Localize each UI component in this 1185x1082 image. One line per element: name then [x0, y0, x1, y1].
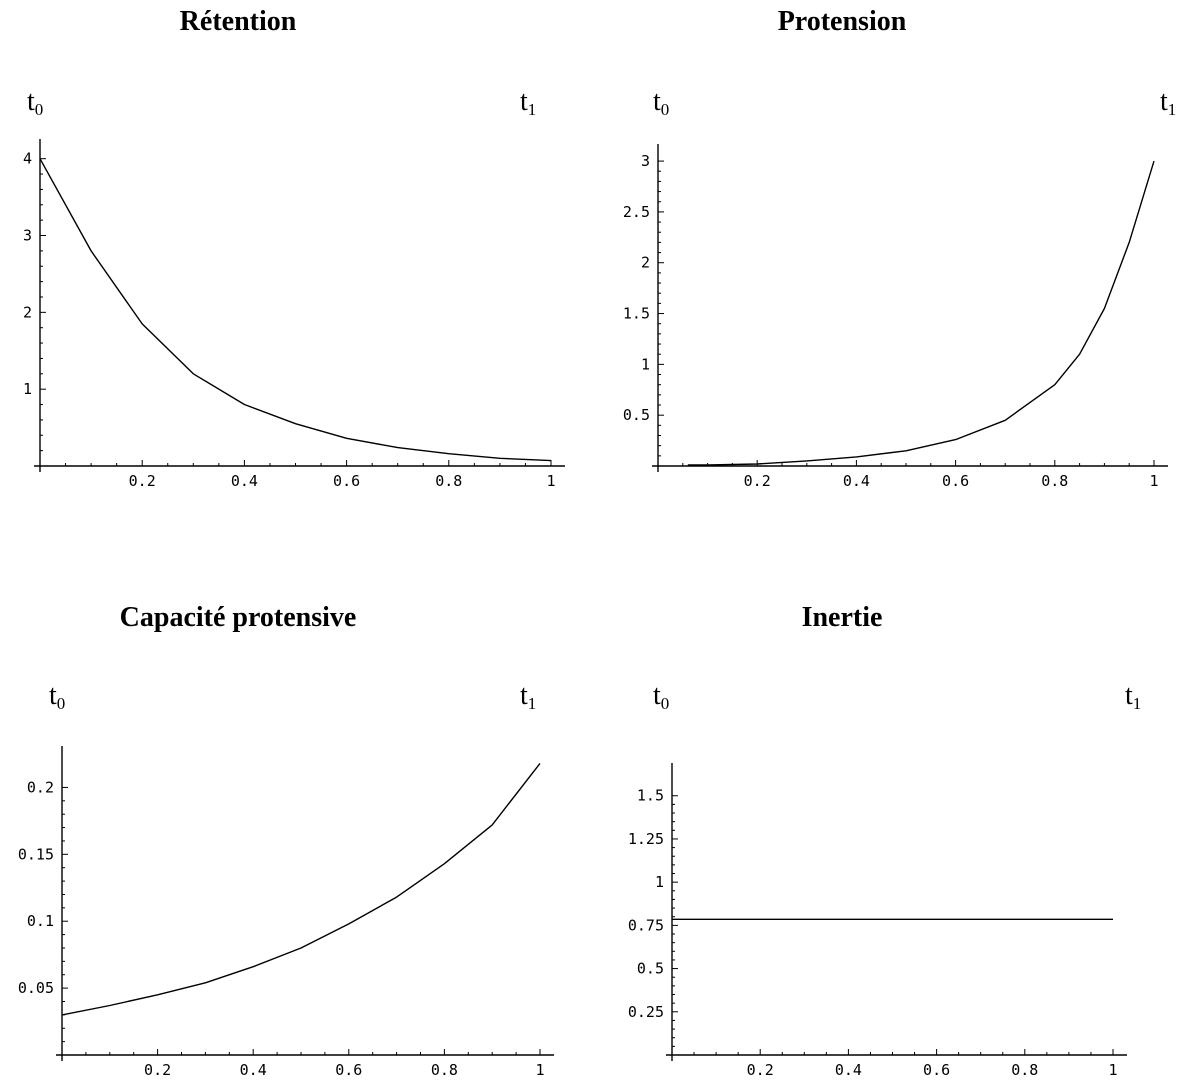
x-tick-label: 0.2 — [747, 1061, 774, 1079]
t0-label: t0 — [653, 86, 670, 119]
y-tick-label: 2.5 — [623, 203, 650, 221]
x-tick-label: 0.8 — [1041, 472, 1068, 490]
y-tick-label: 1.25 — [628, 830, 664, 848]
t1-label: t1 — [520, 680, 537, 713]
series-line — [687, 160, 1155, 466]
x-tick-label: 0.4 — [835, 1061, 862, 1079]
y-tick-label: 0.75 — [628, 916, 664, 934]
y-tick-label: 0.2 — [27, 778, 54, 796]
y-tick-label: 2 — [641, 254, 650, 272]
x-tick-label: 0.6 — [333, 472, 360, 490]
x-tick-label: 0.2 — [144, 1061, 171, 1079]
series-line — [61, 762, 541, 1016]
t1-label: t1 — [1125, 680, 1142, 713]
chart-title: Capacité protensive — [119, 602, 357, 633]
y-tick-label: 3 — [641, 152, 650, 170]
series-line — [39, 158, 552, 462]
y-tick-label: 1.5 — [623, 305, 650, 323]
x-tick-label: 0.8 — [431, 1061, 458, 1079]
y-tick-label: 0.5 — [623, 406, 650, 424]
y-tick-label: 3 — [23, 227, 32, 245]
y-tick-label: 1 — [655, 873, 664, 891]
x-tick-label: 0.4 — [843, 472, 870, 490]
y-tick-label: 1 — [641, 355, 650, 373]
x-tick-label: 0.6 — [335, 1061, 362, 1079]
t0-label: t0 — [653, 680, 670, 713]
x-tick-label: 1 — [535, 1061, 544, 1079]
chart-title: Inertie — [801, 602, 883, 633]
y-tick-label: 4 — [23, 150, 32, 168]
x-tick-label: 0.2 — [129, 472, 156, 490]
chart-title: Protension — [777, 6, 907, 37]
t0-label: t0 — [27, 86, 44, 119]
plot-capacite-protensive: 0.2 0.4 0.6 0.8 1 0.05 0.1 0.15 0.2 — [18, 746, 554, 1079]
x-tick-label: 0.2 — [744, 472, 771, 490]
plot-inertie: 0.2 0.4 0.6 0.8 1 0.25 0.5 0.75 1 1.25 1.5 — [628, 763, 1127, 1079]
x-tick-label: 1 — [546, 472, 555, 490]
x-tick-label: 0.4 — [231, 472, 258, 490]
y-tick-label: 2 — [23, 303, 32, 321]
chart-title: Rétention — [179, 6, 297, 37]
x-tick-label: 0.6 — [942, 472, 969, 490]
plot-protension: 0.2 0.4 0.6 0.8 1 0.5 1 1.5 2 2.5 3 — [623, 144, 1168, 490]
y-tick-label: 0.25 — [628, 1003, 664, 1021]
y-tick-label: 0.15 — [18, 845, 54, 863]
t1-label: t1 — [520, 86, 537, 119]
x-tick-label: 0.4 — [240, 1061, 267, 1079]
x-tick-label: 0.8 — [1011, 1061, 1038, 1079]
x-tick-label: 0.8 — [435, 472, 462, 490]
t1-label: t1 — [1160, 86, 1177, 119]
plot-retention: 0.2 0.4 0.6 0.8 1 1 2 3 4 — [23, 139, 565, 490]
t0-label: t0 — [49, 680, 66, 713]
y-tick-label: 0.1 — [27, 912, 54, 930]
y-tick-label: 1.5 — [637, 787, 664, 805]
x-tick-label: 0.6 — [923, 1061, 950, 1079]
x-tick-label: 1 — [1108, 1061, 1117, 1079]
y-tick-label: 0.5 — [637, 960, 664, 978]
y-tick-label: 1 — [23, 380, 32, 398]
y-tick-label: 0.05 — [18, 979, 54, 997]
x-tick-label: 1 — [1149, 472, 1158, 490]
